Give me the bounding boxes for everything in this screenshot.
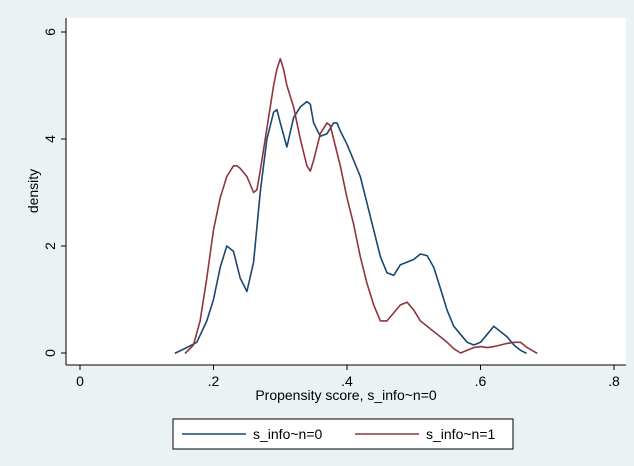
y-tick-label: 4 bbox=[42, 135, 58, 143]
y-axis-title: density bbox=[25, 169, 41, 213]
series-layer bbox=[174, 57, 538, 354]
x-tick-label: .8 bbox=[608, 373, 620, 389]
legend: s_info~n=0 s_info~n=1 bbox=[172, 418, 514, 450]
x-tick-label: .2 bbox=[208, 373, 220, 389]
y-tick-label: 0 bbox=[42, 349, 58, 357]
x-axis-title: Propensity score, s_info~n=0 bbox=[255, 387, 437, 403]
series-line-n0 bbox=[174, 100, 527, 354]
y-tick-label: 2 bbox=[42, 242, 58, 250]
series-line-n1 bbox=[184, 57, 538, 354]
legend-label-n0: s_info~n=0 bbox=[253, 426, 322, 442]
x-tick-label: .4 bbox=[341, 373, 353, 389]
axes bbox=[65, 18, 626, 366]
x-tick-label: 0 bbox=[76, 373, 84, 389]
ticks: 0 .2 .4 .6 .8 0 2 4 6 bbox=[42, 28, 620, 389]
legend-label-n1: s_info~n=1 bbox=[426, 426, 495, 442]
y-tick-label: 6 bbox=[42, 28, 58, 36]
x-tick-label: .6 bbox=[475, 373, 487, 389]
